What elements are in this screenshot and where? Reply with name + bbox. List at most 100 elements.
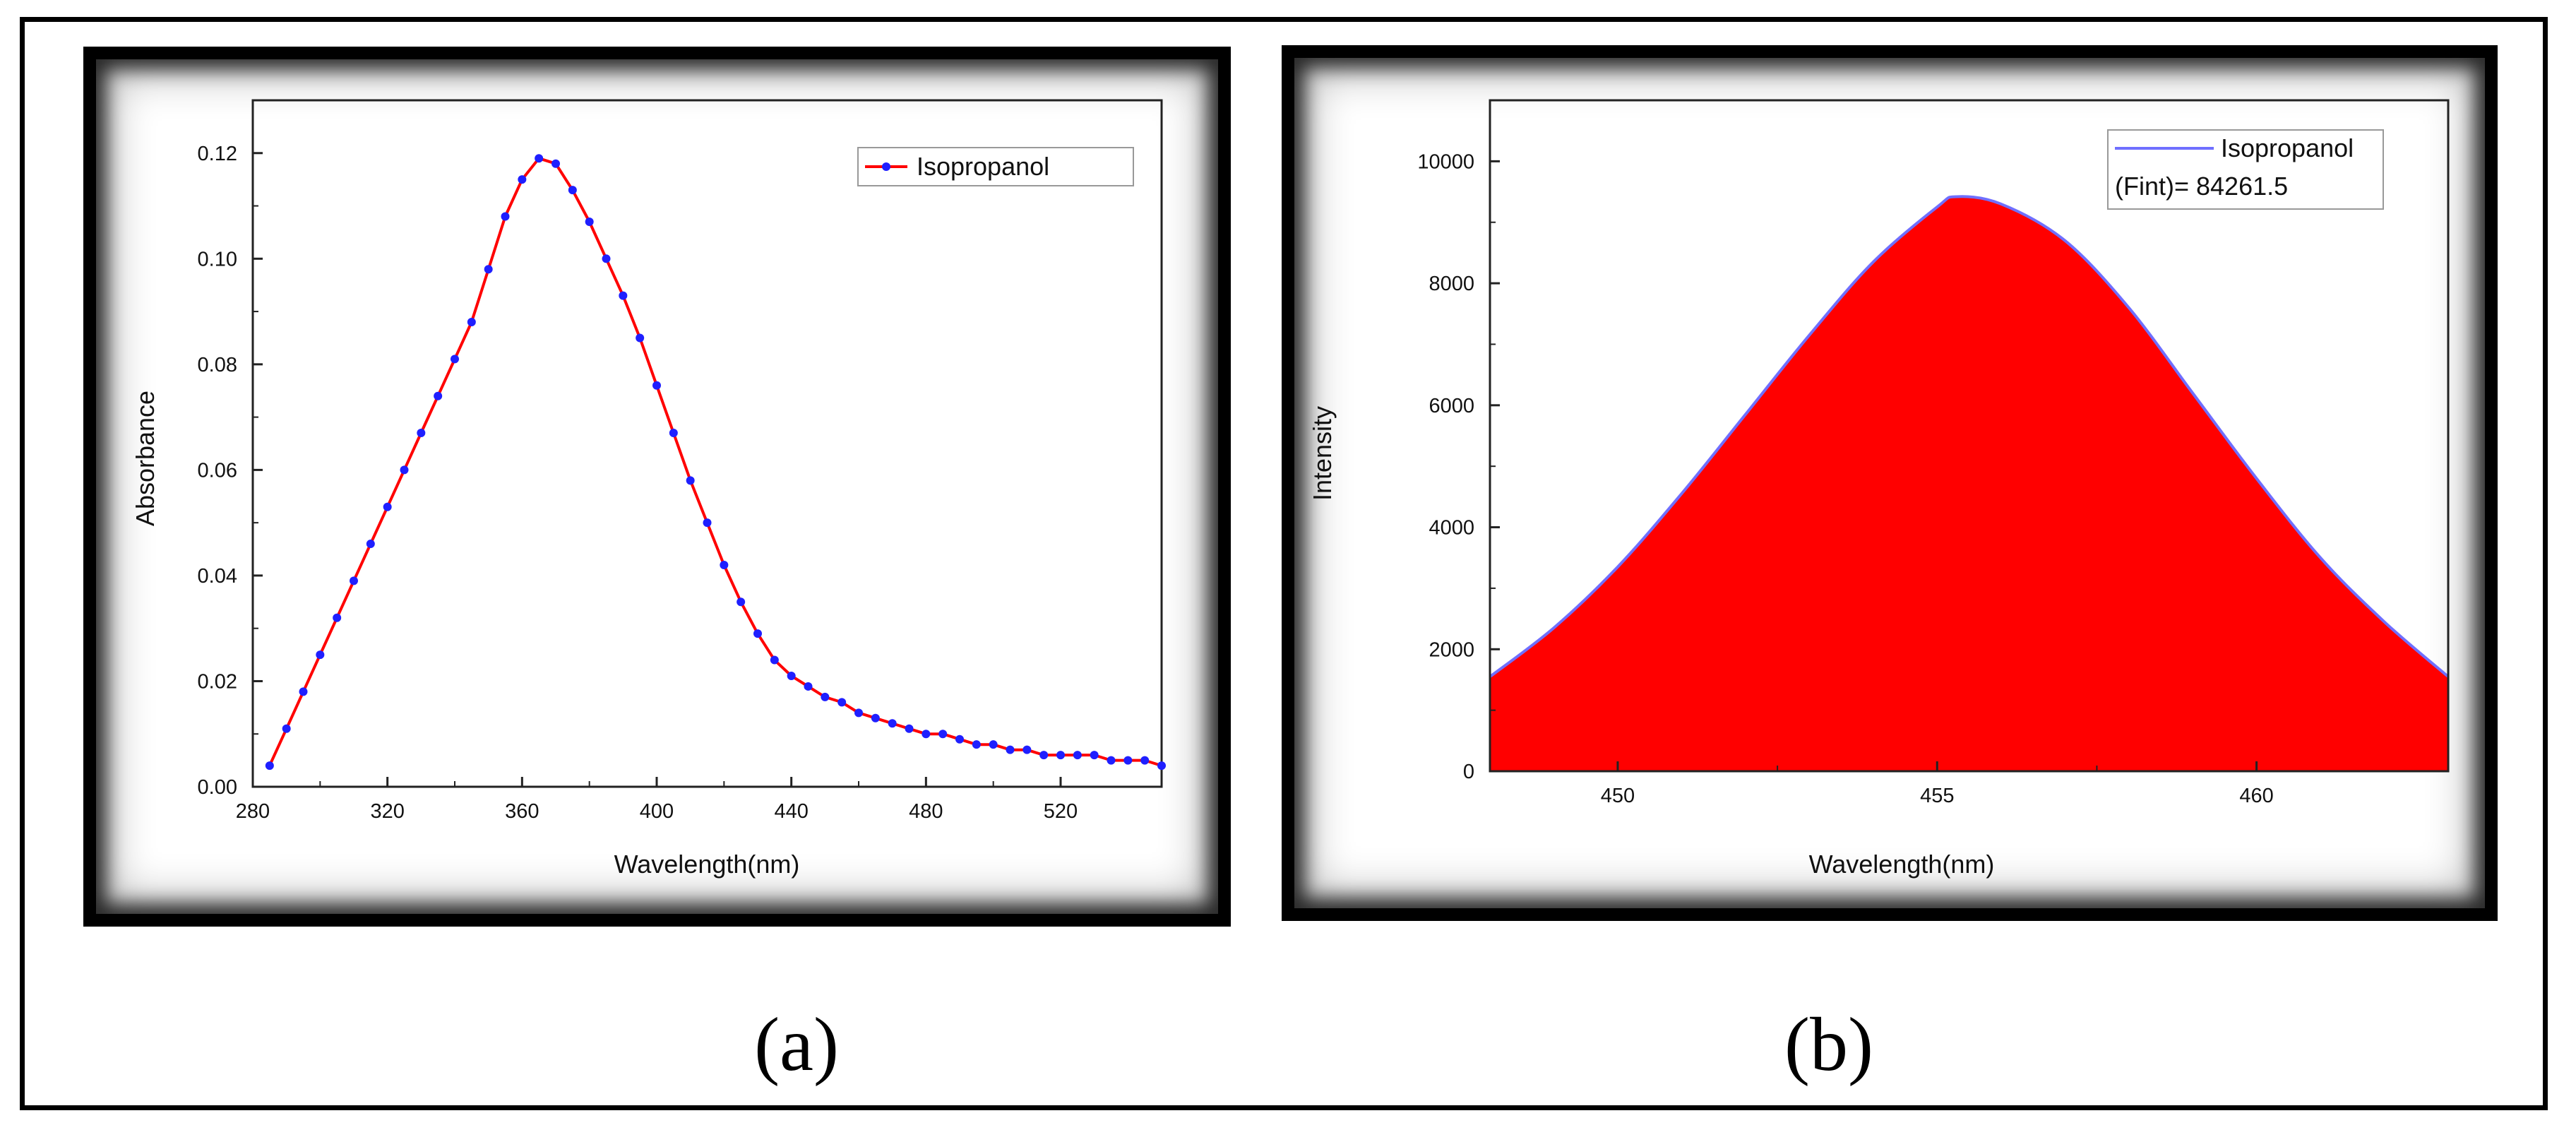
data-point — [1140, 756, 1150, 765]
data-point — [686, 476, 695, 485]
data-point — [467, 318, 476, 327]
absorbance-chart: 280 320 360 400 440 480 520 0.00 0.02 0.04 0.06 0.0… — [131, 99, 1166, 879]
x-tick-label: 440 — [774, 800, 808, 823]
legend: Isopropanol — [857, 147, 1134, 186]
data-point — [1006, 745, 1015, 754]
legend-label: Isopropanol — [2221, 133, 2354, 162]
y-tick-label: 0 — [1463, 761, 1474, 783]
panel-b-frame: 450 455 460 0 2000 4000 6000 8000 10000 Waveleng… — [1282, 45, 2498, 921]
legend-note: (Fint)= 84261.5 — [2115, 172, 2288, 201]
y-tick-label: 4000 — [1429, 517, 1474, 540]
data-point — [652, 381, 661, 390]
data-point — [1073, 751, 1082, 760]
panel-a-frame: 280 320 360 400 440 480 520 0.00 0.02 0.04 0.06 0.0… — [83, 47, 1231, 927]
y-tick-label: 2000 — [1429, 638, 1474, 661]
data-point — [871, 713, 880, 722]
data-point — [602, 254, 611, 263]
data-point — [938, 730, 948, 739]
data-point — [720, 560, 729, 569]
y-axis-title: Absorbance — [131, 391, 160, 526]
data-point — [1056, 751, 1065, 760]
y-tick-label: 0.02 — [198, 670, 237, 693]
x-tick-label: 360 — [505, 800, 539, 823]
data-point — [854, 708, 863, 718]
data-point — [1039, 751, 1049, 760]
legend-label: Isopropanol — [917, 152, 1049, 181]
y-axis-title: Intensity — [1308, 406, 1337, 501]
data-point — [753, 629, 762, 638]
intensity-area-fill — [1490, 196, 2448, 771]
data-point — [989, 740, 998, 749]
data-point — [1157, 761, 1166, 771]
data-point — [821, 692, 830, 701]
y-tick-label: 0.06 — [198, 459, 237, 482]
x-axis-title: Wavelength(nm) — [1809, 850, 1995, 879]
data-point — [922, 730, 931, 739]
data-point — [417, 429, 426, 438]
x-tick-label: 280 — [236, 800, 270, 823]
y-tick-label: 10000 — [1417, 150, 1474, 173]
data-point — [888, 719, 897, 728]
data-point — [451, 355, 459, 364]
x-tick-label: 450 — [1601, 785, 1635, 807]
legend-marker-swatch — [882, 162, 890, 171]
plot-frame — [1489, 99, 2450, 773]
y-tick-label: 8000 — [1429, 273, 1474, 295]
data-point — [551, 159, 560, 168]
data-point — [837, 698, 847, 707]
data-point — [585, 217, 594, 226]
data-point — [1107, 756, 1116, 765]
data-point — [636, 333, 645, 343]
data-point — [282, 724, 291, 733]
figure-frame — [20, 17, 2548, 1110]
data-point — [316, 650, 325, 660]
x-tick-label: 455 — [1920, 785, 1954, 807]
data-point — [737, 597, 746, 607]
data-point — [366, 540, 375, 549]
data-point — [333, 613, 342, 622]
data-point — [703, 518, 712, 528]
y-tick-label: 0.12 — [198, 143, 237, 165]
data-point — [265, 761, 274, 771]
data-point — [501, 212, 510, 221]
legend-box — [2107, 129, 2384, 210]
x-axis-title: Wavelength(nm) — [614, 850, 800, 879]
panel-a-vignette — [96, 59, 1218, 914]
y-tick-label: 0.08 — [198, 354, 237, 376]
data-point — [299, 687, 308, 696]
data-point — [350, 576, 358, 585]
data-point — [484, 265, 493, 274]
data-point — [669, 429, 678, 438]
data-point — [400, 465, 409, 475]
data-point — [568, 186, 577, 195]
data-point — [787, 671, 796, 680]
data-point — [434, 391, 443, 400]
legend: Isopropanol (Fint)= 84261.5 — [2107, 129, 2384, 210]
panel-b-caption: (b) — [1784, 1003, 1873, 1087]
y-tick-label: 0.04 — [198, 565, 237, 588]
y-tick-label: 6000 — [1429, 395, 1474, 417]
panel-a-caption: (a) — [754, 1003, 839, 1087]
data-point — [1090, 751, 1099, 760]
data-point — [1022, 745, 1032, 754]
data-point — [972, 740, 981, 749]
intensity-series-line — [1489, 195, 2450, 678]
absorbance-series-line — [268, 157, 1162, 768]
data-point — [1123, 756, 1133, 765]
y-tick-label: 0.10 — [198, 248, 237, 270]
data-point — [518, 175, 527, 184]
x-tick-label: 520 — [1044, 800, 1078, 823]
x-tick-label: 320 — [370, 800, 404, 823]
x-tick-label: 460 — [2239, 785, 2273, 807]
x-tick-label: 480 — [909, 800, 943, 823]
data-point — [804, 682, 813, 691]
data-point — [905, 724, 914, 733]
data-point — [955, 734, 964, 744]
data-point — [619, 291, 628, 300]
intensity-chart: 450 455 460 0 2000 4000 6000 8000 10000 Waveleng… — [1308, 99, 2450, 879]
x-tick-label: 400 — [640, 800, 674, 823]
data-point — [383, 502, 392, 511]
y-tick-label: 0.00 — [198, 776, 237, 799]
data-point — [535, 154, 544, 163]
data-point — [770, 655, 779, 665]
